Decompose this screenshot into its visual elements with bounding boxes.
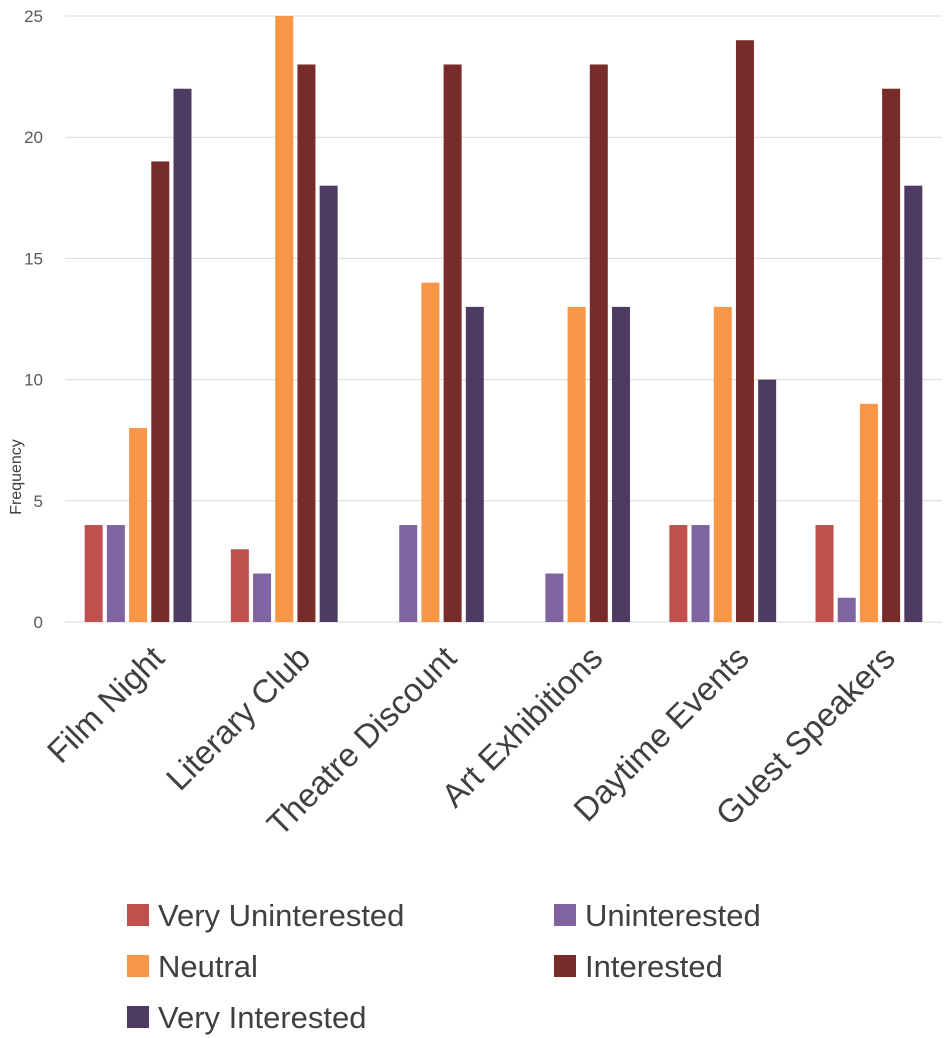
bar [173,88,192,623]
y-axis-ticks: 0 5 10 15 20 25 [24,7,43,632]
y-tick-label: 15 [24,249,43,268]
legend: Very Uninterested Uninterested Neutral Inte… [127,898,761,1035]
bar [253,573,272,622]
bar [735,40,754,623]
legend-label: Interested [585,949,723,984]
x-category-label: Literary Club [159,639,317,797]
legend-label: Very Uninterested [158,898,404,933]
y-axis-title: Frequency [8,439,25,515]
bar [611,306,630,622]
bar [275,16,294,622]
gridlines [65,15,942,623]
bar [669,525,688,622]
legend-swatch [554,955,576,977]
bar [713,306,732,622]
y-tick-label: 10 [24,371,43,390]
x-category-label: Film Night [40,639,171,770]
legend-label: Neutral [158,949,258,984]
bar [319,185,338,622]
legend-swatch [127,1006,149,1028]
legend-label: Uninterested [585,898,761,933]
bar [545,573,564,622]
bar [84,525,103,622]
y-tick-label: 0 [34,613,43,632]
bar [465,306,484,622]
bar [815,525,834,622]
bar [421,282,440,622]
bar [859,403,878,622]
bar [106,525,125,622]
bar [882,88,901,623]
bar [589,64,608,623]
legend-swatch [127,904,149,926]
bar [230,549,249,622]
bar [567,306,586,622]
bar [758,379,777,622]
legend-swatch [127,955,149,977]
bar [904,185,923,622]
bar [129,428,148,622]
bar [151,161,170,622]
bar [443,64,462,623]
legend-label: Very Interested [158,1000,367,1035]
y-tick-label: 5 [34,492,43,511]
bars [84,16,923,623]
y-tick-label: 25 [24,7,43,26]
bar [297,64,316,623]
y-tick-label: 20 [24,128,43,147]
legend-swatch [554,904,576,926]
bar [837,597,856,622]
bar [691,525,710,622]
bar [399,525,418,622]
